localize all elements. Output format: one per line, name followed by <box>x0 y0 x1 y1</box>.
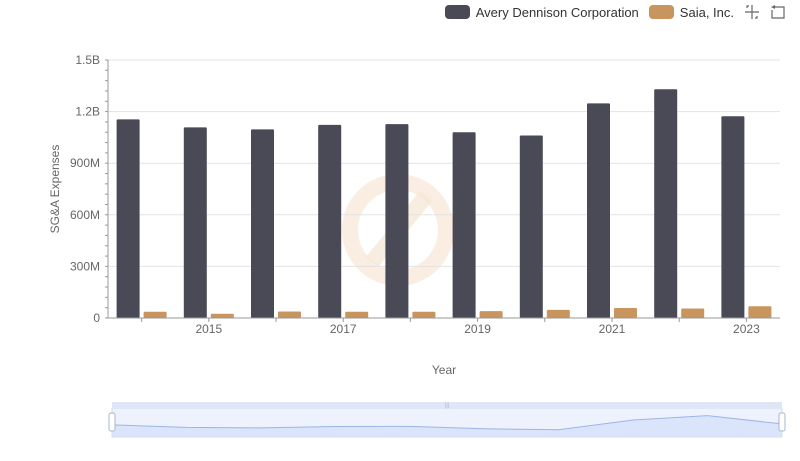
x-axis-label: Year <box>432 363 456 377</box>
bar-saia-2023 <box>748 306 772 318</box>
x-tick-label: 2017 <box>330 322 357 336</box>
zoom-top-bar <box>112 402 782 408</box>
data-zoom-slider[interactable]: ||| <box>108 402 786 438</box>
bar-avery-2019 <box>452 132 476 318</box>
y-tick-label: 1.2B <box>75 105 100 119</box>
bar-saia-2014 <box>143 311 167 318</box>
legend-item-avery[interactable]: Avery Dennison Corporation <box>444 4 639 20</box>
bar-avery-2014 <box>116 119 140 318</box>
x-tick-label: 2019 <box>464 322 491 336</box>
x-tick-label: 2015 <box>195 322 222 336</box>
bar-avery-2016 <box>251 129 274 318</box>
grid-lines <box>108 59 780 319</box>
legend-label-saia: Saia, Inc. <box>679 4 734 20</box>
bar-avery-2015 <box>183 127 207 318</box>
y-tick-label: 900M <box>70 156 100 170</box>
bar-avery-2017 <box>318 124 342 319</box>
zoom-preview-line <box>111 415 783 431</box>
bars <box>116 89 772 319</box>
zoom-left-handle <box>108 412 116 432</box>
bar-avery-2020 <box>519 135 543 318</box>
zoom-right-handle <box>778 412 786 432</box>
y-tick-label: 1.5B <box>75 53 100 67</box>
bar-saia-2018 <box>412 311 436 318</box>
bar-avery-2021 <box>587 103 610 319</box>
legend: Avery Dennison Corporation Saia, Inc. <box>444 4 786 20</box>
bar-avery-2023 <box>721 116 745 318</box>
bar-avery-2022 <box>654 89 678 319</box>
crosshair-zoom-icon[interactable] <box>744 4 760 20</box>
reset-zoom-icon[interactable] <box>770 4 786 20</box>
y-tick-label: 0 <box>93 311 100 325</box>
y-tick-label: 600M <box>70 208 100 222</box>
legend-item-saia[interactable]: Saia, Inc. <box>648 4 734 20</box>
legend-swatch-saia <box>648 5 674 19</box>
legend-swatch-avery <box>444 5 470 19</box>
legend-label-avery: Avery Dennison Corporation <box>475 4 639 20</box>
x-axis: 2015 2017 2019 2021 2023 <box>108 317 780 336</box>
bar-saia-2015 <box>210 313 234 318</box>
zoom-center-handle: ||| <box>445 403 450 409</box>
x-tick-label: 2021 <box>599 322 626 336</box>
bar-saia-2016 <box>278 311 301 318</box>
bar-saia-2022 <box>681 308 705 318</box>
y-axis-label: SG&A Expenses <box>48 145 62 234</box>
bar-saia-2017 <box>345 311 369 318</box>
zoom-preview-area <box>112 415 782 437</box>
bar-saia-2019 <box>479 311 503 318</box>
x-tick-label: 2023 <box>733 322 760 336</box>
bar-avery-2018 <box>385 124 409 318</box>
y-axis: 0 300M 600M 900M 1.2B 1.5B <box>70 53 109 325</box>
bar-saia-2021 <box>614 308 637 318</box>
bar-saia-2020 <box>546 309 570 318</box>
y-tick-label: 300M <box>70 259 100 273</box>
